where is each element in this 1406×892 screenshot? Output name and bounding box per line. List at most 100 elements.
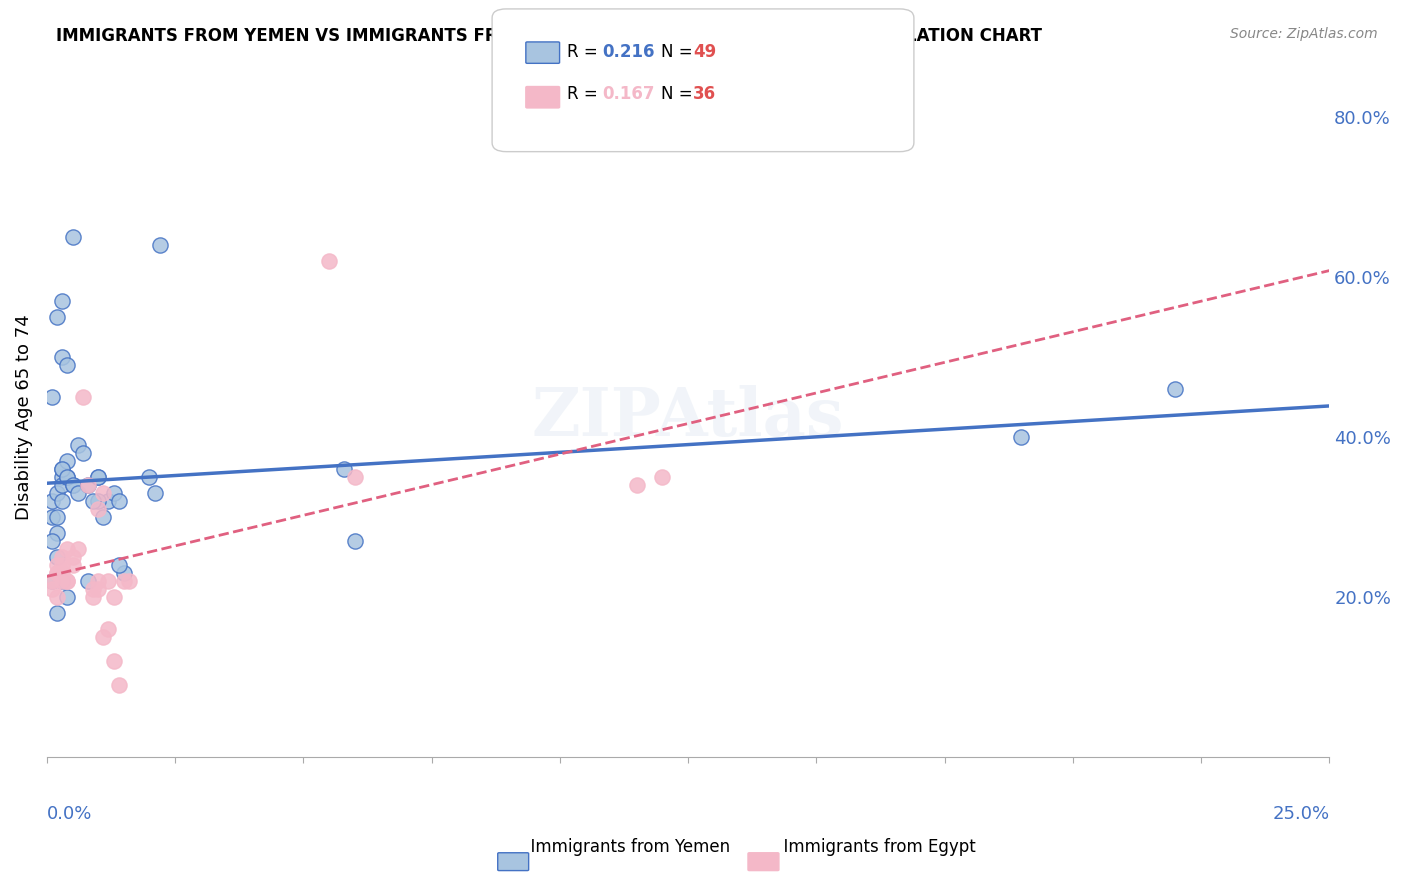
Point	[41, 574, 63, 589]
Point	[62, 558, 84, 573]
Point	[82, 591, 104, 605]
Point	[51, 470, 73, 484]
Point	[91, 486, 114, 500]
Y-axis label: Disability Age 65 to 74: Disability Age 65 to 74	[15, 315, 32, 520]
Point	[343, 534, 366, 549]
Point	[1164, 383, 1187, 397]
Point	[118, 574, 141, 589]
Point	[87, 582, 110, 597]
Point	[318, 254, 340, 268]
Text: 49: 49	[693, 43, 717, 61]
Text: Immigrants from Egypt: Immigrants from Egypt	[773, 838, 976, 856]
Point	[651, 470, 673, 484]
Point	[56, 454, 79, 468]
Point	[51, 294, 73, 309]
Text: 0.0%: 0.0%	[46, 805, 93, 823]
Point	[51, 478, 73, 492]
Point	[1011, 430, 1033, 444]
Point	[46, 550, 69, 565]
Point	[51, 494, 73, 508]
Point	[56, 574, 79, 589]
Point	[138, 470, 160, 484]
Point	[77, 478, 100, 492]
Text: N =: N =	[661, 43, 697, 61]
Point	[41, 574, 63, 589]
Point	[56, 542, 79, 557]
Point	[112, 566, 135, 581]
Point	[41, 391, 63, 405]
Point	[46, 510, 69, 524]
Point	[87, 470, 110, 484]
Point	[51, 574, 73, 589]
Point	[56, 470, 79, 484]
Text: Source: ZipAtlas.com: Source: ZipAtlas.com	[1230, 27, 1378, 41]
Point	[82, 494, 104, 508]
Text: Immigrants from Yemen: Immigrants from Yemen	[520, 838, 730, 856]
Text: ZIPAtlas: ZIPAtlas	[531, 385, 845, 450]
Point	[97, 623, 120, 637]
Point	[51, 566, 73, 581]
Point	[41, 582, 63, 597]
Point	[51, 574, 73, 589]
Point	[107, 558, 129, 573]
Point	[107, 494, 129, 508]
Point	[103, 591, 125, 605]
Text: 25.0%: 25.0%	[1272, 805, 1329, 823]
Text: R =: R =	[567, 43, 603, 61]
Point	[143, 486, 166, 500]
Point	[97, 574, 120, 589]
Point	[46, 310, 69, 325]
Point	[82, 582, 104, 597]
Point	[66, 542, 89, 557]
Point	[46, 558, 69, 573]
Point	[91, 631, 114, 645]
Point	[112, 574, 135, 589]
Point	[41, 494, 63, 508]
Point	[46, 486, 69, 500]
Point	[91, 510, 114, 524]
Point	[46, 607, 69, 621]
Point	[66, 438, 89, 452]
Point	[333, 462, 356, 476]
Point	[107, 678, 129, 692]
Point	[72, 446, 94, 460]
Point	[62, 478, 84, 492]
Point	[87, 574, 110, 589]
Point	[97, 494, 120, 508]
Point	[41, 534, 63, 549]
Point	[103, 486, 125, 500]
Point	[62, 230, 84, 244]
Point	[51, 558, 73, 573]
Point	[41, 510, 63, 524]
Point	[77, 574, 100, 589]
Text: 0.216: 0.216	[602, 43, 654, 61]
Point	[626, 478, 648, 492]
Text: R =: R =	[567, 85, 603, 103]
Text: 36: 36	[693, 85, 716, 103]
Point	[46, 566, 69, 581]
Point	[72, 391, 94, 405]
Text: IMMIGRANTS FROM YEMEN VS IMMIGRANTS FROM EGYPT DISABILITY AGE 65 TO 74 CORRELATI: IMMIGRANTS FROM YEMEN VS IMMIGRANTS FROM…	[56, 27, 1042, 45]
Point	[51, 462, 73, 476]
Point	[51, 462, 73, 476]
Point	[62, 478, 84, 492]
Text: 0.167: 0.167	[602, 85, 654, 103]
Point	[103, 654, 125, 668]
Point	[56, 359, 79, 373]
Point	[51, 351, 73, 365]
Point	[46, 591, 69, 605]
Point	[66, 486, 89, 500]
Point	[87, 470, 110, 484]
Point	[87, 494, 110, 508]
Point	[51, 550, 73, 565]
Point	[46, 566, 69, 581]
Point	[343, 470, 366, 484]
Point	[56, 470, 79, 484]
Point	[87, 502, 110, 516]
Point	[56, 574, 79, 589]
Point	[62, 550, 84, 565]
Point	[77, 478, 100, 492]
Point	[46, 526, 69, 541]
Text: N =: N =	[661, 85, 697, 103]
Point	[56, 591, 79, 605]
